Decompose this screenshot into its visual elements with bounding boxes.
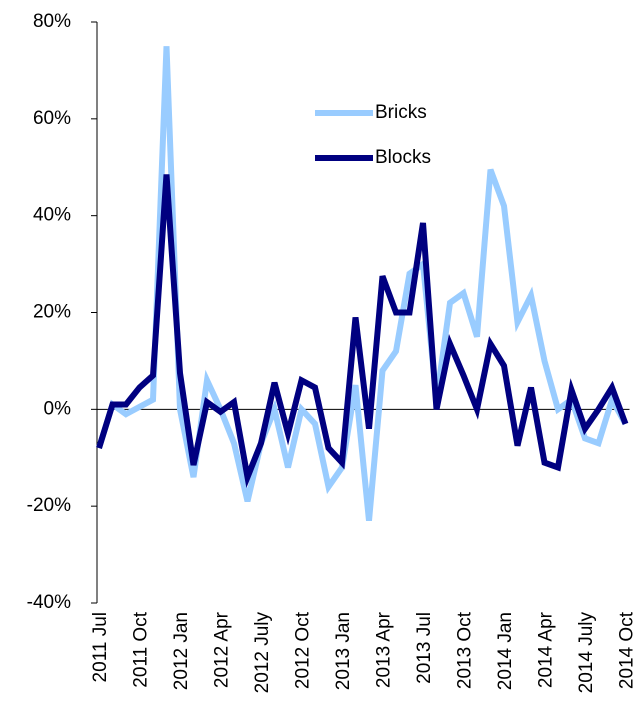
x-tick-label: 2011 Oct <box>131 611 152 687</box>
series-line <box>96 174 629 488</box>
series-line <box>96 46 629 521</box>
x-tick-label: 2012 Oct <box>293 611 314 689</box>
x-tick-label: 2012 Jan <box>171 612 192 690</box>
x-tick-label: 2013 Apr <box>374 611 395 688</box>
legend-label: Blocks <box>375 147 431 168</box>
x-tick-label: 2012 July <box>252 612 273 694</box>
y-tick-label: 40% <box>33 205 71 226</box>
y-tick-label: -40% <box>27 592 71 613</box>
y-tick-label: 80% <box>33 11 71 32</box>
y-tick-label: 0% <box>44 398 72 419</box>
x-tick-label: 2014 Oct <box>617 611 638 689</box>
x-tick-label: 2013 Jul <box>414 612 435 684</box>
x-tick-label: 2013 Jan <box>333 612 354 690</box>
x-tick-label: 2012 Apr <box>212 611 233 688</box>
x-tick-label: 2013 Oct <box>455 611 476 689</box>
y-tick-label: 60% <box>33 108 71 129</box>
legend-label: Bricks <box>375 102 427 123</box>
x-tick-label: 2014 July <box>576 612 597 694</box>
x-tick-label: 2011 Jul <box>90 612 111 682</box>
y-tick-label: 20% <box>33 302 71 323</box>
x-tick-label: 2014 Jan <box>495 612 516 690</box>
x-tick-label: 2014 Apr <box>536 611 557 688</box>
y-tick-label: -20% <box>27 495 71 516</box>
